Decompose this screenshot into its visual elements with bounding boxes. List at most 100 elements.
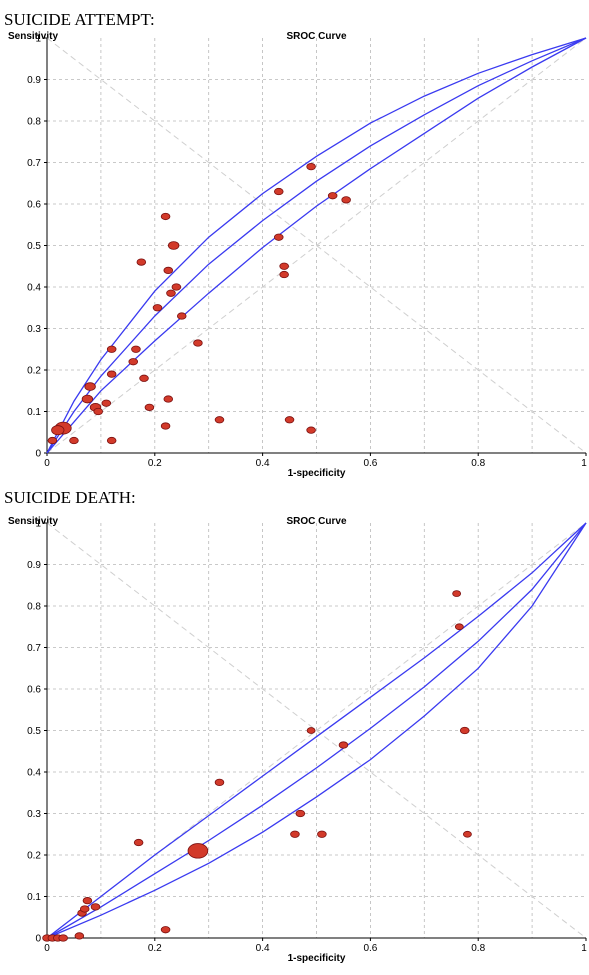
study-point	[187, 843, 209, 859]
y-tick-label: 0.4	[27, 768, 41, 779]
study-point	[160, 422, 171, 430]
x-tick-label: 0.6	[363, 943, 377, 954]
study-point	[74, 932, 85, 940]
sroc-chart-suicide-attempt: Sensitivity SROC Curve 0 0.1 0.2 0.3 0.4 0.5 0.6…	[8, 31, 587, 479]
study-point	[101, 399, 112, 407]
study-point	[131, 345, 141, 353]
study-point	[58, 934, 68, 942]
panel-suicide-death: SUICIDE DEATH: Sensitivity SROC Curve 0 0.1…	[0, 484, 589, 965]
y-tick-label: 0.9	[27, 75, 41, 86]
study-point	[338, 741, 349, 749]
sroc-curve-upper	[46, 522, 587, 939]
study-point	[176, 312, 187, 320]
study-point	[454, 623, 464, 631]
reference-diagonal-ascending	[46, 37, 587, 454]
study-point	[69, 436, 79, 445]
study-point	[306, 163, 316, 171]
y-tick-label: 0.3	[27, 324, 41, 335]
panel-suicide-attempt: SUICIDE ATTEMPT: Sensitivity SROC Curve 0 0…	[0, 0, 589, 480]
y-tick-label: 0.2	[27, 851, 41, 862]
x-tick-label: 0	[44, 458, 50, 469]
x-tick-label: 1	[581, 943, 587, 954]
study-point	[82, 897, 93, 905]
study-point	[163, 395, 174, 403]
y-tick-label: 0.7	[27, 158, 41, 169]
study-point	[214, 416, 225, 424]
y-tick-label: 0.9	[27, 560, 41, 571]
study-point	[290, 830, 300, 838]
x-tick-label: 1	[581, 458, 587, 469]
y-tick-label: 0.8	[27, 602, 41, 613]
x-tick-label: 0.8	[471, 458, 485, 469]
study-point	[166, 289, 176, 297]
study-point	[163, 266, 174, 275]
sroc-curve-upper	[46, 37, 587, 454]
study-point	[284, 416, 295, 424]
x-tick-label: 0.6	[363, 458, 377, 469]
study-point	[452, 590, 462, 597]
y-axis-label: Sensitivity	[8, 31, 58, 42]
study-point	[128, 358, 139, 366]
y-tick-label: 0.1	[27, 892, 41, 903]
study-point	[273, 187, 284, 196]
study-point	[160, 212, 171, 221]
study-point	[317, 830, 327, 838]
study-point	[51, 425, 65, 436]
study-point	[167, 241, 180, 250]
study-point	[133, 838, 144, 847]
panel-heading: SUICIDE DEATH:	[4, 488, 136, 507]
x-tick-label: 0	[44, 943, 50, 954]
x-tick-label: 0.4	[256, 458, 270, 469]
study-point	[152, 304, 163, 312]
sroc-curve-lower	[46, 522, 587, 939]
study-point	[79, 905, 90, 913]
study-point	[139, 374, 149, 382]
study-point	[106, 370, 117, 378]
y-tick-label: 0.2	[27, 366, 41, 377]
y-tick-label: 0.6	[27, 200, 41, 211]
y-tick-label: 0	[35, 449, 41, 460]
study-point	[90, 903, 101, 911]
study-point	[295, 809, 306, 818]
study-point	[106, 436, 117, 445]
x-tick-label: 0.8	[471, 943, 485, 954]
study-point	[279, 262, 289, 270]
study-point	[81, 394, 94, 404]
study-point	[306, 426, 316, 434]
study-point	[171, 283, 182, 291]
y-axis-label: Sensitivity	[8, 516, 58, 527]
y-tick-label: 0.3	[27, 809, 41, 820]
study-point	[84, 382, 96, 391]
study-point	[47, 436, 58, 445]
study-point	[93, 407, 103, 416]
x-tick-label: 0.4	[256, 943, 270, 954]
y-tick-label: 0	[35, 934, 41, 945]
y-tick-label: 0.6	[27, 685, 41, 696]
study-point	[193, 339, 203, 347]
chart-title: SROC Curve	[286, 31, 346, 42]
x-tick-label: 0.2	[148, 458, 162, 469]
y-tick-label: 0.4	[27, 283, 41, 294]
panel-heading: SUICIDE ATTEMPT:	[4, 10, 155, 29]
study-point	[160, 926, 171, 934]
x-axis-label: 1-specificity	[288, 953, 346, 964]
study-point	[459, 726, 470, 735]
study-point	[136, 258, 147, 266]
study-point	[214, 778, 225, 787]
y-tick-label: 0.7	[27, 643, 41, 654]
study-point	[463, 830, 472, 838]
y-tick-label: 0.1	[27, 407, 41, 418]
study-point	[106, 345, 117, 353]
y-tick-label: 0.5	[27, 241, 41, 252]
y-tick-label: 0.5	[27, 726, 41, 737]
study-point	[273, 233, 284, 241]
study-point	[306, 727, 316, 734]
chart-title: SROC Curve	[286, 516, 346, 527]
sroc-curve-sroc	[46, 522, 587, 939]
y-tick-label: 0.8	[27, 117, 41, 128]
study-point	[144, 403, 155, 411]
x-axis-label: 1-specificity	[288, 468, 346, 479]
y-tick-label: 1	[35, 34, 41, 45]
sroc-chart-suicide-death: Sensitivity SROC Curve 0 0.1 0.2 0.3 0.4 0.5 0.6…	[8, 516, 587, 964]
sroc-curve-sroc	[46, 37, 587, 454]
